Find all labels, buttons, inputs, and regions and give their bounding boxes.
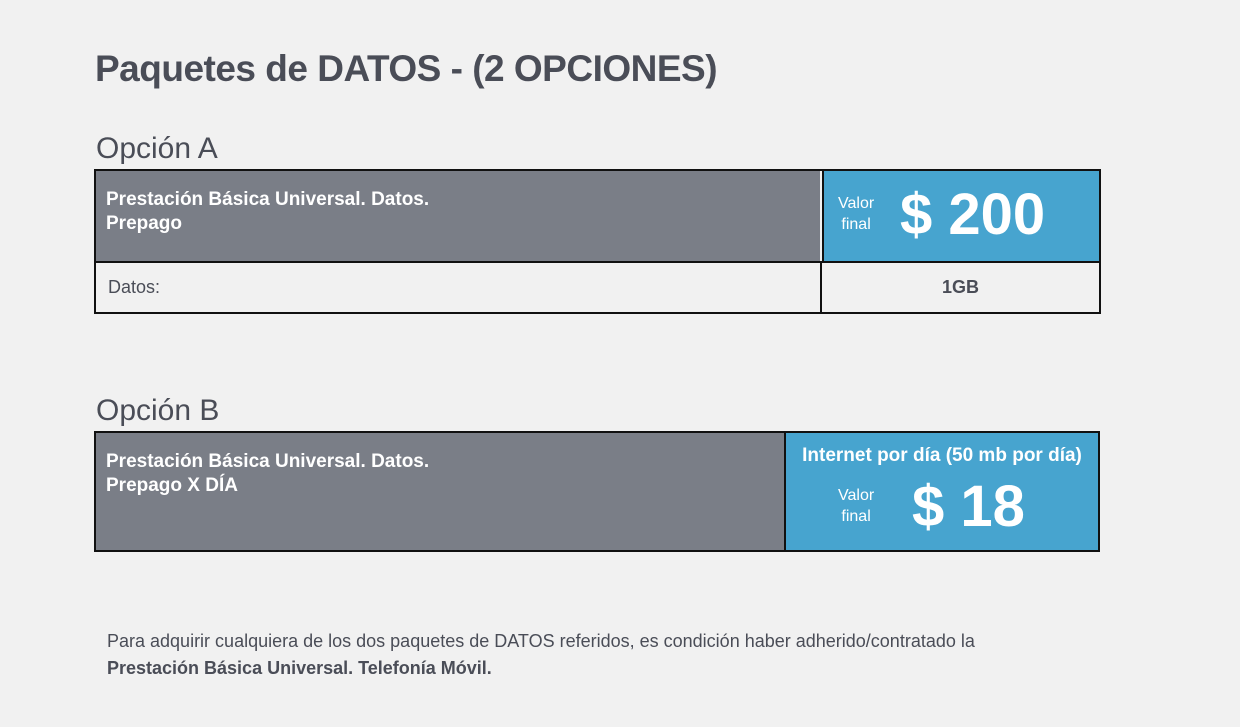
option-b-table: Prestación Básica Universal. Datos. Prep… <box>94 431 1100 552</box>
option-a-row-label: Datos: <box>108 277 161 297</box>
option-a-heading: Opción A <box>96 132 218 165</box>
option-b-name-line2: Prepago X DÍA <box>106 475 238 496</box>
footer-note: Para adquirir cualquiera de los dos paqu… <box>107 628 975 682</box>
option-b-heading: Opción B <box>96 394 220 427</box>
footer-line2: Prestación Básica Universal. Telefonía M… <box>107 658 492 678</box>
valor-final-label: Valor final <box>838 487 875 525</box>
option-a-price: $ 200 <box>900 182 1046 247</box>
option-b-name-cell: Prestación Básica Universal. Datos. Prep… <box>96 433 784 550</box>
page-title: Paquetes de DATOS - (2 OPCIONES) <box>95 48 718 89</box>
option-a-price-cell: Valor final $ 200 <box>822 171 1099 261</box>
option-a-row-value: 1GB <box>941 277 979 297</box>
option-b-price-cell: Internet por día (50 mb por día) Valor fi… <box>784 433 1098 550</box>
option-b-price: $ 18 <box>912 474 1025 539</box>
footer-line1: Para adquirir cualquiera de los dos paqu… <box>107 631 975 651</box>
option-a-name-cell: Prestación Básica Universal. Datos. Prep… <box>96 171 820 261</box>
option-a-name-line2: Prepago <box>106 213 183 234</box>
option-b-subtitle: Internet por día (50 mb por día) <box>802 445 1082 466</box>
valor-final-label: Valor final <box>838 195 875 233</box>
option-a-name-line1: Prestación Básica Universal. Datos. <box>106 189 430 210</box>
option-b-name-line1: Prestación Básica Universal. Datos. <box>106 451 430 472</box>
option-a-table: Prestación Básica Universal. Datos. Prep… <box>94 169 1101 314</box>
